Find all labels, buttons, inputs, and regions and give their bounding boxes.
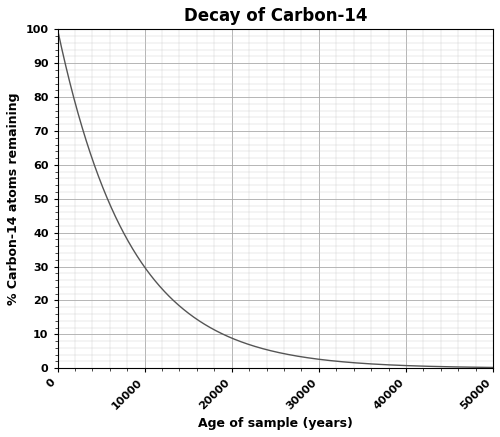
- Y-axis label: % Carbon-14 atoms remaining: % Carbon-14 atoms remaining: [7, 93, 20, 305]
- Title: Decay of Carbon-14: Decay of Carbon-14: [184, 7, 367, 25]
- X-axis label: Age of sample (years): Age of sample (years): [198, 417, 352, 430]
